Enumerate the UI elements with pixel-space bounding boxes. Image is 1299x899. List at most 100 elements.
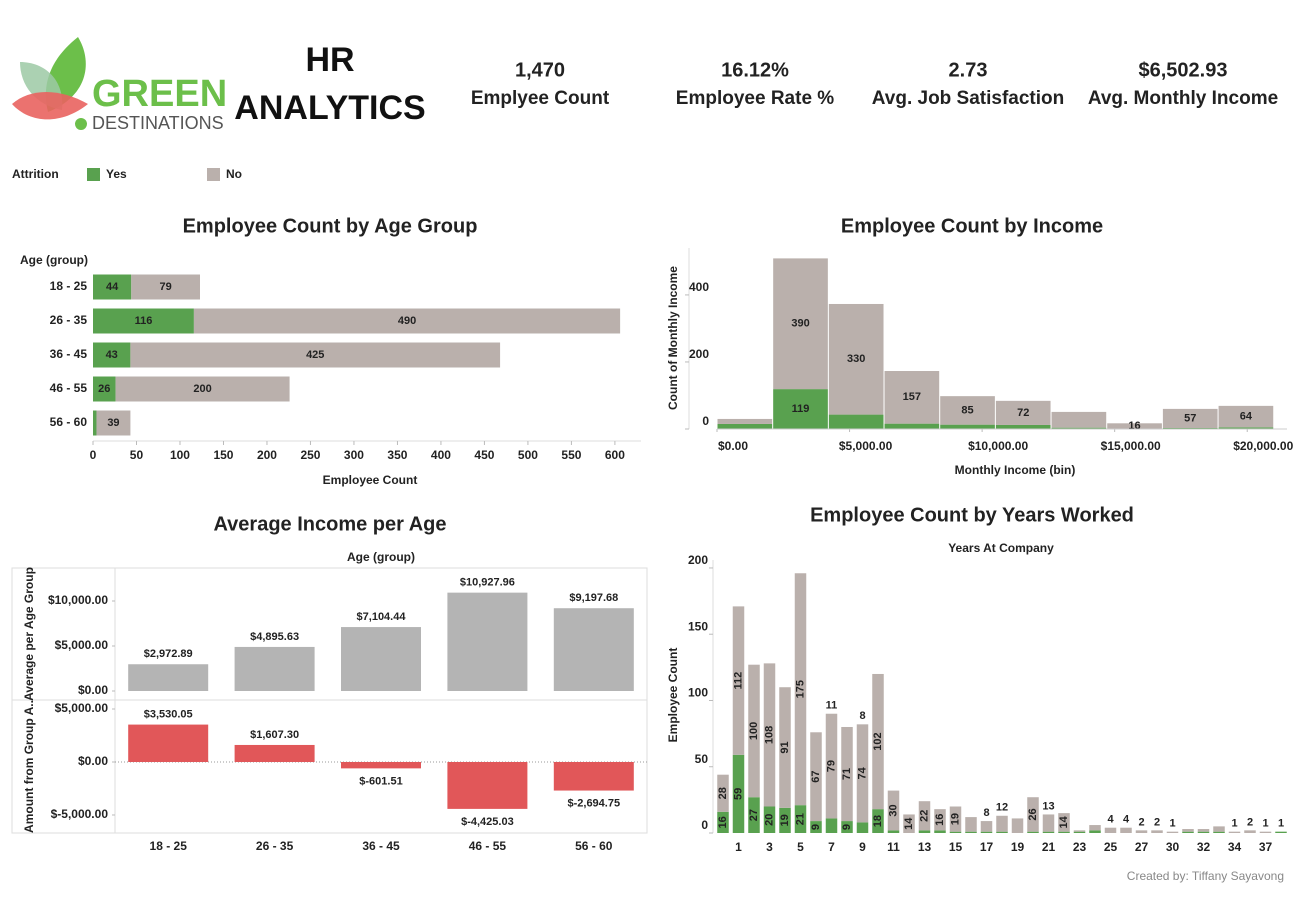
logo: GREEN DESTINATIONS: [12, 37, 227, 133]
y-tick-label: 0: [702, 414, 709, 428]
data-label: 85: [961, 404, 973, 416]
bar: [447, 592, 528, 692]
x-tick-label: $5,000.00: [839, 439, 893, 453]
y-tick-label: $5,000.00: [55, 701, 109, 715]
data-label: 9: [841, 824, 853, 830]
x-tick-label: $0.00: [718, 439, 748, 453]
bar-segment: [887, 790, 900, 831]
bar-segment: [93, 274, 132, 300]
x-tick-label: 21: [1042, 840, 1056, 854]
histogram-bar: [1107, 423, 1162, 429]
bar: [447, 761, 528, 809]
data-label: 490: [398, 315, 416, 327]
data-label: 28: [717, 787, 729, 799]
data-label: 26: [98, 383, 110, 395]
x-tick-label: 46 - 55: [469, 839, 507, 853]
data-label: 2: [1138, 816, 1144, 828]
footer: Created by: Tiffany Sayavong: [1127, 869, 1284, 883]
legend-label: Yes: [106, 167, 127, 181]
data-label: 4: [1123, 814, 1130, 826]
data-label: 14: [1058, 815, 1070, 828]
bar-segment: [1042, 831, 1055, 833]
x-tick-label: 23: [1073, 840, 1087, 854]
bar-segment: [1135, 830, 1148, 833]
histogram-bar: [828, 303, 884, 415]
bar-segment: [1042, 814, 1055, 832]
bar-segment: [918, 801, 931, 831]
bar-segment: [131, 274, 200, 300]
bar-segment: [1058, 831, 1070, 833]
kpi-value: 1,470: [515, 59, 565, 81]
y-tick-label: 0: [701, 818, 708, 832]
bar-segment: [794, 805, 807, 833]
data-label: 74: [856, 766, 868, 779]
bar-segment: [841, 821, 853, 833]
kpi-label: Avg. Job Satisfaction: [872, 88, 1065, 109]
data-label: 26: [1027, 808, 1039, 820]
x-tick-label: 11: [887, 840, 900, 854]
data-label: 16: [1128, 420, 1140, 432]
x-tick-label: 19: [1011, 840, 1025, 854]
bar-segment: [1120, 827, 1132, 833]
y-tick-label: 36 - 45: [50, 347, 88, 361]
data-label: 108: [763, 726, 775, 744]
bar-segment: [949, 806, 962, 832]
histogram-bar: [1051, 427, 1107, 429]
bar-segment: [732, 754, 745, 833]
bar-segment: [1089, 830, 1101, 833]
x-tick-label: 36 - 45: [362, 839, 400, 853]
data-label: 14: [903, 817, 915, 830]
bar-segment: [1073, 831, 1086, 833]
y-tick-label: $5,000.00: [55, 638, 109, 652]
y-tick-label: 26 - 35: [50, 313, 88, 327]
data-label: 8: [859, 710, 865, 722]
x-tick-label: 56 - 60: [575, 839, 613, 853]
histogram-bar: [1218, 427, 1274, 429]
bar-segment: [1259, 831, 1272, 833]
bar-segment: [763, 806, 776, 833]
histogram-bar: [717, 418, 773, 424]
data-label: $2,972.89: [144, 648, 193, 660]
bar-segment: [887, 830, 900, 833]
data-label: 116: [135, 315, 153, 327]
data-label: $9,197.68: [569, 592, 618, 604]
data-label: 1: [1262, 818, 1268, 830]
x-tick-label: 450: [474, 448, 494, 462]
data-label: 119: [792, 403, 810, 415]
bar-segment: [825, 713, 838, 819]
bar-segment: [856, 822, 869, 833]
logo-text: GREEN: [92, 73, 227, 115]
x-tick-label: 26 - 35: [256, 839, 294, 853]
x-tick-label: $20,000.00: [1233, 439, 1293, 453]
bar-segment: [96, 410, 131, 436]
data-label: 71: [841, 768, 853, 780]
bar-segment: [717, 811, 729, 833]
bar-segment: [872, 673, 884, 810]
x-tick-label: 30: [1166, 840, 1180, 854]
bar-segment: [949, 831, 962, 833]
x-tick-label: 9: [859, 840, 866, 854]
histogram-bar: [828, 414, 884, 429]
data-label: 330: [847, 353, 865, 365]
x-tick-label: 600: [605, 448, 625, 462]
bar-segment: [1213, 826, 1225, 832]
data-label: 11: [826, 700, 838, 712]
bar-segment: [1058, 813, 1070, 832]
kpi-value: 16.12%: [721, 59, 789, 81]
bar-segment: [93, 342, 131, 368]
bar: [341, 627, 421, 692]
y-tick-label: 46 - 55: [50, 381, 88, 395]
page-title: HR: [305, 41, 354, 79]
data-label: 9: [810, 824, 822, 830]
bar-segment: [918, 830, 931, 833]
data-label: 57: [1184, 412, 1196, 424]
axis-title: Count of Monthly Income: [666, 266, 680, 410]
y-tick-label: 200: [688, 553, 708, 567]
axis-title: Average per Age Group: [22, 567, 36, 701]
y-tick-label: $-5,000.00: [51, 807, 109, 821]
bar-segment: [965, 831, 977, 833]
data-label: 21: [794, 813, 806, 825]
chart-title: Employee Count by Age Group: [183, 215, 478, 237]
data-label: $4,895.63: [250, 631, 299, 643]
